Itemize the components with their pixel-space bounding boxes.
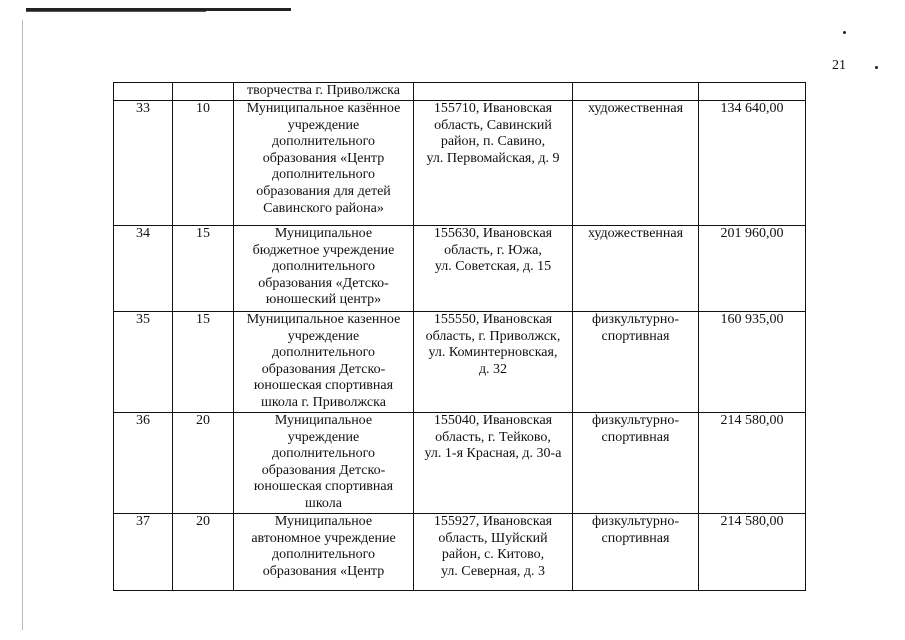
table-row: 33 10 Муниципальное казённое учреждение до… <box>113 100 806 226</box>
cell-amount: 160 935,00 <box>698 311 806 413</box>
cell-type: физкультурно- спортивная <box>572 513 699 591</box>
table-row: творчества г. Приволжска <box>113 82 806 101</box>
cell-count: 20 <box>172 513 234 591</box>
cell-count: 15 <box>172 311 234 413</box>
cell-type: художественная <box>572 225 699 312</box>
cell-type <box>572 82 699 101</box>
table-row: 34 15 Муниципальное бюджетное учреждение д… <box>113 225 806 312</box>
cell-name: Муниципальное казенное учреждение дополн… <box>233 311 414 413</box>
cell-address: 155550, Ивановская область, г. Приволжск… <box>413 311 573 413</box>
cell-count: 10 <box>172 100 234 226</box>
cell-amount: 134 640,00 <box>698 100 806 226</box>
cell-type: физкультурно- спортивная <box>572 412 699 514</box>
cell-num <box>113 82 173 101</box>
cell-amount: 214 580,00 <box>698 513 806 591</box>
scan-artifact-edge <box>22 20 23 630</box>
page-number: 21 <box>832 58 846 73</box>
cell-name: творчества г. Приволжска <box>233 82 414 101</box>
cell-count: 20 <box>172 412 234 514</box>
cell-num: 36 <box>113 412 173 514</box>
cell-address: 155040, Ивановская область, г. Тейково, … <box>413 412 573 514</box>
cell-name: Муниципальное казённое учреждение дополн… <box>233 100 414 226</box>
cell-count <box>172 82 234 101</box>
cell-address: 155630, Ивановская область, г. Южа, ул. … <box>413 225 573 312</box>
cell-name: Муниципальное бюджетное учреждение допол… <box>233 225 414 312</box>
cell-count: 15 <box>172 225 234 312</box>
cell-address: 155710, Ивановская область, Савинский ра… <box>413 100 573 226</box>
table-row: 37 20 Муниципальное автономное учреждение … <box>113 513 806 591</box>
institutions-table: творчества г. Приволжска 33 10 Муниципально… <box>113 82 806 591</box>
cell-amount: 214 580,00 <box>698 412 806 514</box>
cell-amount: 201 960,00 <box>698 225 806 312</box>
cell-type: художественная <box>572 100 699 226</box>
cell-num: 37 <box>113 513 173 591</box>
cell-name: Муниципальное учреждение дополнительного… <box>233 412 414 514</box>
table-row: 36 20 Муниципальное учреждение дополнитель… <box>113 412 806 514</box>
cell-name: Муниципальное автономное учреждение допо… <box>233 513 414 591</box>
scan-speck <box>875 66 878 69</box>
cell-num: 34 <box>113 225 173 312</box>
cell-address <box>413 82 573 101</box>
table-row: 35 15 Муниципальное казенное учреждение до… <box>113 311 806 413</box>
cell-amount <box>698 82 806 101</box>
scan-artifact-line <box>26 8 291 11</box>
cell-type: физкультурно- спортивная <box>572 311 699 413</box>
cell-num: 33 <box>113 100 173 226</box>
scan-speck <box>843 31 846 34</box>
cell-address: 155927, Ивановская область, Шуйский райо… <box>413 513 573 591</box>
cell-num: 35 <box>113 311 173 413</box>
scan-artifact-line <box>26 11 206 12</box>
